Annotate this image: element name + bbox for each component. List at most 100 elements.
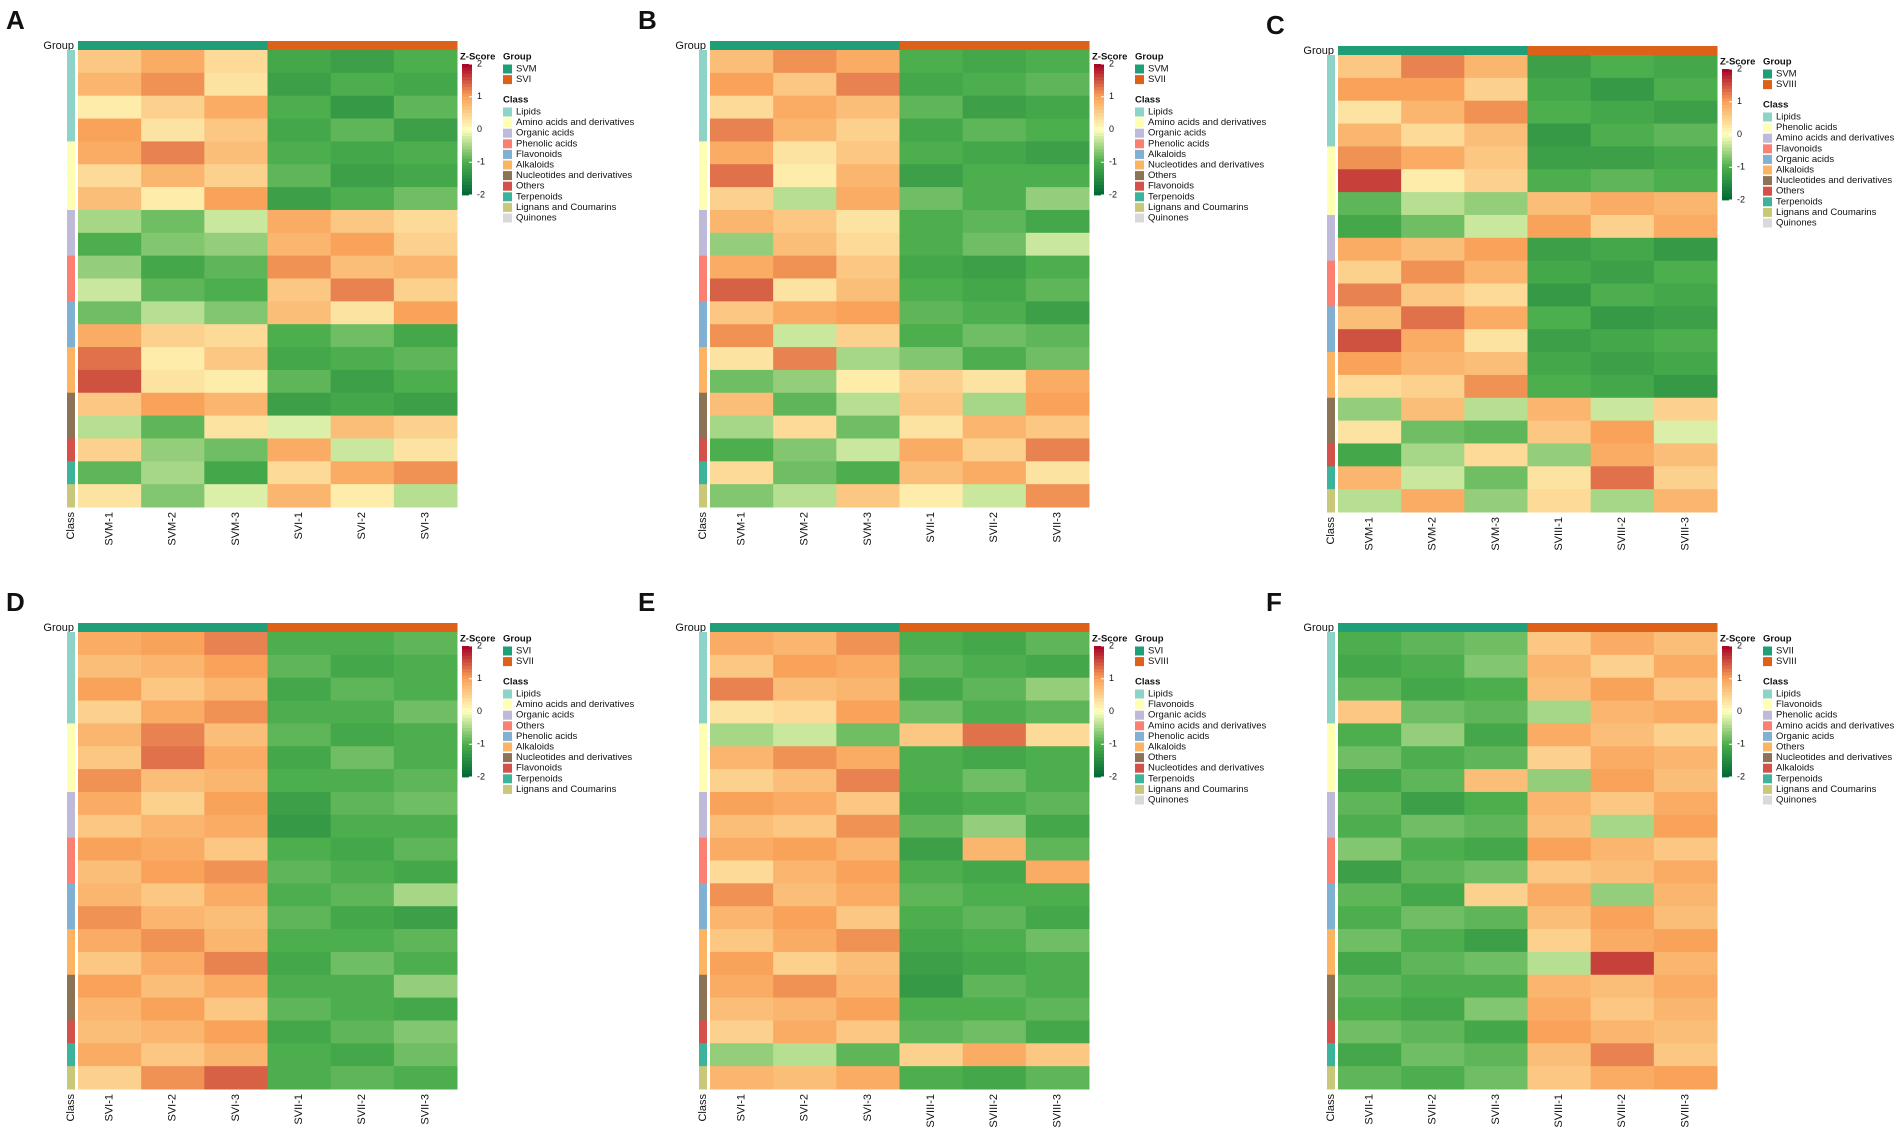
heatmap-cell <box>1025 769 1090 793</box>
colorbar-step <box>1722 678 1732 683</box>
class-bar <box>699 860 707 884</box>
class-axis-label: Class <box>65 1094 77 1122</box>
heatmap-cell <box>1653 352 1718 376</box>
heatmap-cell <box>141 791 205 816</box>
colorbar-tick-label: 2 <box>477 58 482 68</box>
group-bar <box>962 41 1027 50</box>
heatmap-cell <box>267 278 332 302</box>
heatmap-cell <box>1527 100 1592 125</box>
heatmap-cell <box>1653 677 1718 702</box>
heatmap-cell <box>1401 489 1465 513</box>
colorbar-step <box>1722 652 1732 657</box>
legend-swatch <box>1763 774 1772 784</box>
heatmap-cell <box>836 209 900 234</box>
colorbar-step <box>1722 668 1732 673</box>
heatmap-cell <box>773 654 837 679</box>
heatmap-cell <box>267 324 332 348</box>
class-bar <box>67 723 75 747</box>
colorbar-step <box>462 708 472 712</box>
heatmap-cell <box>393 929 458 953</box>
heatmap-cell <box>1464 929 1528 953</box>
colorbar-step <box>1722 170 1732 175</box>
heatmap-cell <box>204 209 268 234</box>
heatmap-cell <box>78 278 142 302</box>
colorbar-step <box>462 162 472 166</box>
colorbar-step <box>462 672 472 676</box>
legend-swatch <box>1763 144 1772 154</box>
heatmap-cell <box>1338 283 1402 307</box>
heatmap-cell <box>962 118 1027 142</box>
heatmap-cell <box>1025 369 1090 394</box>
heatmap-cell <box>899 929 964 953</box>
heatmap-cell <box>78 654 142 679</box>
column-label: SVI-3 <box>230 1094 242 1122</box>
colorbar-step <box>462 152 472 157</box>
legend-label: Organic acids <box>516 128 574 139</box>
class-bar <box>699 438 707 462</box>
heatmap-cell <box>1590 260 1655 284</box>
colorbar-step <box>462 67 472 71</box>
legend-swatch <box>503 118 512 128</box>
colorbar-step <box>1094 655 1104 660</box>
colorbar-step <box>1094 747 1104 752</box>
class-bar <box>1327 929 1335 953</box>
heatmap-cell <box>204 118 268 142</box>
colorbar-step <box>462 691 472 696</box>
class-bar <box>699 997 707 1021</box>
heatmap-cell <box>267 50 332 74</box>
heatmap-cell <box>1401 700 1465 724</box>
colorbar-tick-label: -1 <box>477 157 485 167</box>
colorbar-step <box>1722 737 1732 742</box>
heatmap-cell <box>773 324 837 348</box>
legend-swatch <box>1763 731 1772 741</box>
heatmap-cell <box>141 50 205 74</box>
heatmap-cell <box>393 723 458 747</box>
heatmap-cell <box>773 461 837 485</box>
colorbar-step <box>1722 147 1732 152</box>
colorbar-step <box>462 718 472 722</box>
heatmap-cell <box>1590 791 1655 816</box>
legend-label: Alkaloids <box>516 742 554 753</box>
heatmap-cell <box>267 255 332 279</box>
group-axis-label: Group <box>1303 45 1334 57</box>
colorbar-step <box>1094 86 1104 91</box>
colorbar-step <box>462 142 472 147</box>
heatmap-cell <box>141 929 205 953</box>
legend-label: Lipids <box>1148 689 1173 700</box>
colorbar-step <box>1094 659 1104 663</box>
legend-label: Lipids <box>516 689 541 700</box>
colorbar-step <box>1722 69 1732 73</box>
group-bar <box>204 623 268 632</box>
heatmap-cell <box>267 700 332 724</box>
heatmap-cell <box>773 164 837 188</box>
colorbar-tick-label: 2 <box>1737 640 1742 650</box>
colorbar-step <box>1722 734 1732 739</box>
colorbar-step <box>462 760 472 765</box>
heatmap-cell <box>1590 700 1655 724</box>
colorbar-step <box>1094 80 1104 85</box>
column-label: SVI-1 <box>735 1094 747 1122</box>
class-bar <box>699 791 707 816</box>
colorbar-step <box>1094 155 1104 160</box>
heatmap-cell <box>1025 255 1090 279</box>
heatmap-cell <box>710 1020 774 1044</box>
colorbar-tick-label: 0 <box>1737 706 1742 716</box>
legend-label: Quinones <box>1776 795 1817 806</box>
heatmap-cell <box>1401 260 1465 284</box>
heatmap-cell <box>1338 1066 1402 1090</box>
column-label: SVIII-2 <box>988 1094 1000 1128</box>
legend-label: Lignans and Coumarins <box>1776 207 1877 218</box>
heatmap-cell <box>1527 700 1592 724</box>
heatmap-cell <box>836 50 900 74</box>
heatmap-cell <box>962 369 1027 394</box>
heatmap-cell <box>1653 489 1718 513</box>
heatmap-cell <box>267 723 332 747</box>
heatmap-cell <box>1401 100 1465 125</box>
legend-swatch <box>1135 700 1144 710</box>
legend-swatch <box>1763 700 1772 710</box>
heatmap-cell <box>773 347 837 371</box>
heatmap-cell <box>330 1043 395 1067</box>
heatmap-cell <box>962 929 1027 953</box>
legend-label: SVIII <box>1148 656 1169 667</box>
class-bar <box>67 769 75 793</box>
